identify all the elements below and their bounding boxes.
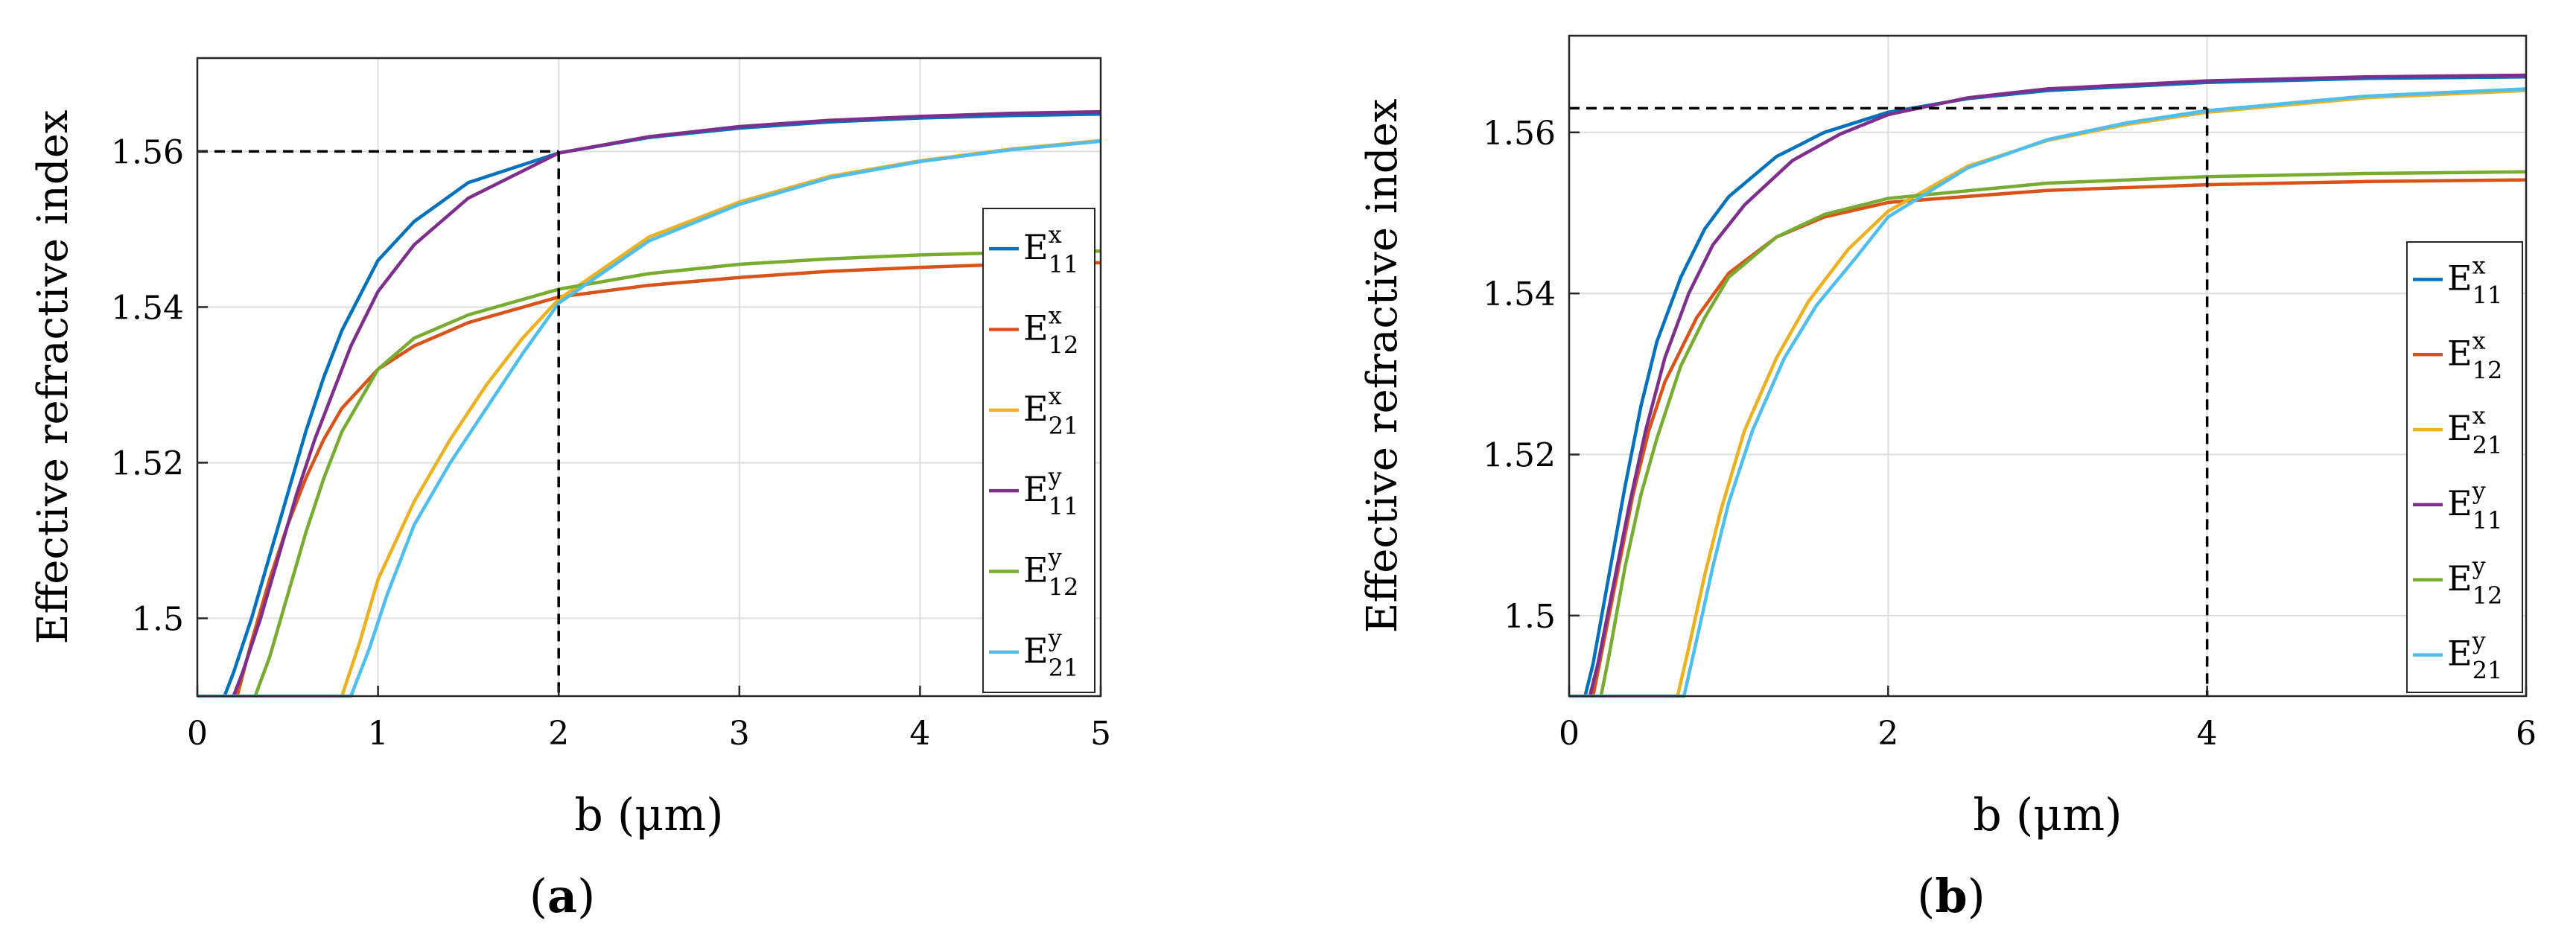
legend-box [2406,241,2523,693]
series-line-E21y [1569,87,2527,698]
legend-label: Ex 12 [2447,326,2502,384]
y-tick-label: 1.5 [132,600,184,638]
y-tick-label: 1.52 [111,444,184,482]
x-tick-label: 6 [2516,715,2537,753]
series-line-E12y [1599,170,2527,697]
x-tick-label: 4 [909,715,930,753]
series-line-E12x [1591,178,2527,697]
y-axis-label: Effective refractive index [29,110,77,645]
legend-item-E12y: Ey 12 [2413,552,2502,610]
legend-item-E11x: Ex 11 [989,220,1078,278]
legend-item-E11y: Ey 11 [2413,476,2502,535]
x-tick-label: 5 [1090,715,1111,753]
panel-a: 0 1 2 3 4 5 1.5 1.52 1.54 1.56 b (μm) Effective ref… [29,57,1111,923]
y-axis-label: Effective refractive index [1358,99,1407,634]
legend-item-E11y: Ey 11 [989,462,1078,520]
legend-label: Ey 12 [2447,552,2502,610]
series-line-E11x [1583,74,2527,697]
y-tick-label: 1.54 [1483,275,1556,313]
legend-item-E21y: Ey 21 [2413,627,2502,685]
legend-item-E12x: Ex 12 [989,302,1078,360]
legend-item-E12x: Ex 12 [2413,326,2502,384]
legend-label: Ex 11 [1023,220,1078,278]
x-tick-label: 4 [2197,715,2218,753]
legend-item-E21y: Ey 21 [989,624,1078,682]
axes-box [196,57,1102,698]
series-line-E21y [197,139,1101,698]
legend-label: Ey 12 [1023,543,1078,602]
legend-label: Ey 21 [1023,624,1078,682]
series-line-E21x [197,138,1101,698]
legend-box [982,208,1095,693]
legend-item-E21x: Ex 21 [989,382,1078,440]
y-tick-label: 1.56 [111,133,184,171]
y-tick-label: 1.54 [111,289,184,327]
series-line-E12x [235,261,1101,697]
legend-label: Ex 12 [1023,302,1078,360]
x-tick-label: 0 [1559,715,1580,753]
panel-b: 0 2 4 6 1.5 1.52 1.54 1.56 b (μm) Effective refra… [1358,34,2537,923]
legend-label: Ex 21 [1023,382,1078,440]
axes-box [1568,34,2528,698]
legend-label: Ey 11 [2447,476,2502,535]
x-tick-label: 2 [1877,715,1898,753]
legend-item-E11x: Ex 11 [2413,251,2502,309]
y-tick-label: 1.52 [1483,436,1556,474]
legend-label: Ex 11 [2447,251,2502,309]
panel-caption: (a) [529,869,596,923]
legend-item-E21x: Ex 21 [2413,401,2502,459]
x-tick-label: 2 [548,715,569,753]
x-tick-label: 0 [187,715,208,753]
legend-item-E12y: Ey 12 [989,543,1078,602]
series-line-E12y [253,249,1101,697]
legend-label: Ey 11 [1023,462,1078,520]
legend-label: Ey 21 [2447,627,2502,685]
x-axis-label: b (μm) [1973,789,2122,841]
x-tick-label: 1 [368,715,389,753]
legend: Ex 11 Ex 12 Ex 21 Ey 11 Ey 12 Ey 21 [2406,241,2523,693]
series-line-E11y [232,109,1101,697]
legend-label: Ex 21 [2447,401,2502,459]
y-tick-label: 1.5 [1504,598,1556,636]
y-tick-label: 1.56 [1483,115,1556,153]
x-axis-label: b (μm) [574,789,723,841]
legend: Ex 11 Ex 12 Ex 21 Ey 11 Ey 12 Ey 21 [982,208,1095,693]
panel-caption: (b) [1917,869,1985,923]
x-tick-label: 3 [729,715,750,753]
series-line-E11y [1588,73,2527,697]
